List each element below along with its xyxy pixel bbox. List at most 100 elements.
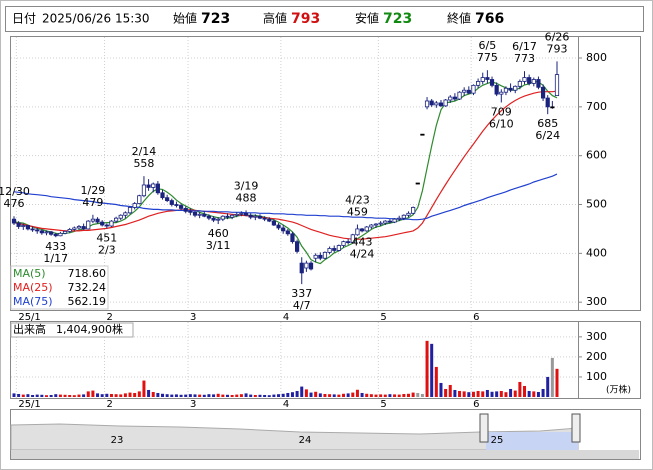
- volume-bar: [318, 393, 322, 397]
- volume-bar: [444, 388, 448, 397]
- candle-body: [443, 99, 448, 107]
- navigator-label: 25: [491, 435, 504, 446]
- volume-bar: [481, 391, 485, 397]
- volume-bar: [499, 390, 503, 397]
- volume-bar: [323, 393, 327, 397]
- candle-body: [141, 184, 147, 197]
- candle-body: [248, 214, 253, 218]
- candle-body: [448, 96, 453, 101]
- candle-body: [522, 77, 527, 82]
- volume-bar: [239, 394, 243, 397]
- candle-body: [336, 245, 341, 251]
- annotation-date: 3/11: [206, 239, 231, 252]
- candle-body: [243, 212, 249, 216]
- candle-body: [424, 100, 430, 108]
- candle-body: [53, 233, 58, 237]
- volume-bar: [272, 394, 276, 397]
- volume-bar: [230, 394, 234, 397]
- volume-bar: [188, 394, 192, 397]
- date-label: 日付: [12, 12, 36, 26]
- volume-bar: [485, 389, 489, 397]
- navigator-scrollbar[interactable]: [11, 450, 639, 459]
- annotation-date: 2/3: [98, 243, 116, 256]
- candle-body: [397, 217, 402, 220]
- candle-body: [16, 222, 21, 227]
- navigator-handle-left[interactable]: [479, 413, 489, 443]
- candle-body: [165, 197, 170, 202]
- volume-bar: [216, 393, 220, 397]
- navigator-handle-right[interactable]: [571, 413, 581, 443]
- candle-body: [21, 225, 26, 227]
- legend-box: [10, 265, 109, 310]
- volume-bar: [550, 357, 554, 397]
- candle-body: [44, 231, 49, 234]
- annotation-date: 1/29: [81, 184, 106, 197]
- candle-body: [230, 214, 235, 218]
- ma-line: [13, 173, 558, 221]
- candle-body: [267, 218, 272, 222]
- header-label: 安値: [355, 11, 379, 26]
- volume-bar: [314, 391, 318, 397]
- candle-body: [383, 220, 388, 224]
- volume-current: 1,404,900株: [56, 322, 123, 336]
- date: 2025/06/26 15:30: [42, 12, 150, 26]
- volume-bar: [225, 394, 229, 397]
- volume-bar: [309, 392, 313, 397]
- candle-body: [545, 97, 550, 108]
- annotation-date: 2/14: [132, 145, 157, 158]
- volume-bar: [114, 394, 118, 397]
- candle-body: [513, 85, 518, 91]
- volume-bar: [304, 389, 308, 397]
- annotation-value: 460: [208, 227, 229, 240]
- x-tick-label: 25/1: [18, 312, 40, 323]
- candle-body: [206, 215, 212, 219]
- candle-body: [123, 212, 128, 216]
- candle-body: [499, 91, 504, 95]
- annotation-date: 6/24: [535, 129, 560, 142]
- volume-panel: [10, 321, 641, 399]
- y-tick-label: 400: [586, 246, 607, 259]
- volume-bar: [82, 394, 86, 397]
- volume-bar: [244, 393, 248, 397]
- candle-body: [49, 231, 54, 235]
- annotation-date: 1/17: [43, 252, 68, 265]
- volume-bar: [295, 390, 299, 397]
- candle-body: [517, 81, 522, 87]
- candle-body: [313, 254, 318, 259]
- volume-bar: [174, 394, 178, 397]
- volume-bar: [35, 394, 39, 397]
- volume-bar: [263, 394, 267, 397]
- candle-body: [183, 208, 188, 212]
- annotation-value: 773: [514, 52, 535, 65]
- candle-body: [387, 220, 393, 223]
- header-label: 始値: [173, 11, 197, 26]
- volume-bar: [96, 393, 100, 397]
- volume-bar: [44, 395, 48, 397]
- header-box: [5, 6, 644, 32]
- volume-bar: [495, 391, 499, 397]
- volume-x-tick-label: 2: [107, 399, 113, 410]
- volume-bar: [156, 392, 160, 397]
- candle-body: [392, 218, 397, 223]
- annotation-value: 433: [45, 240, 66, 253]
- volume-bar: [170, 394, 174, 397]
- legend-name: MA(75): [13, 295, 53, 308]
- candle-body: [234, 213, 239, 216]
- legend-value: 732.24: [68, 281, 107, 294]
- volume-bar: [406, 393, 410, 397]
- candle-body: [155, 183, 160, 194]
- candle-body: [527, 77, 532, 84]
- annotation-value: 685: [537, 117, 558, 130]
- volume-bar: [332, 394, 336, 397]
- volume-bar: [430, 343, 434, 397]
- volume-y-tick-label: 200: [586, 350, 607, 363]
- candle-body: [322, 251, 328, 259]
- ma-line: [13, 90, 558, 240]
- candle-body: [281, 227, 286, 232]
- volume-bar: [267, 395, 271, 397]
- candle-body: [58, 232, 63, 237]
- annotation-date: 6/26: [545, 30, 570, 43]
- candle-body: [169, 200, 174, 205]
- x-tick-label: 4: [283, 312, 289, 323]
